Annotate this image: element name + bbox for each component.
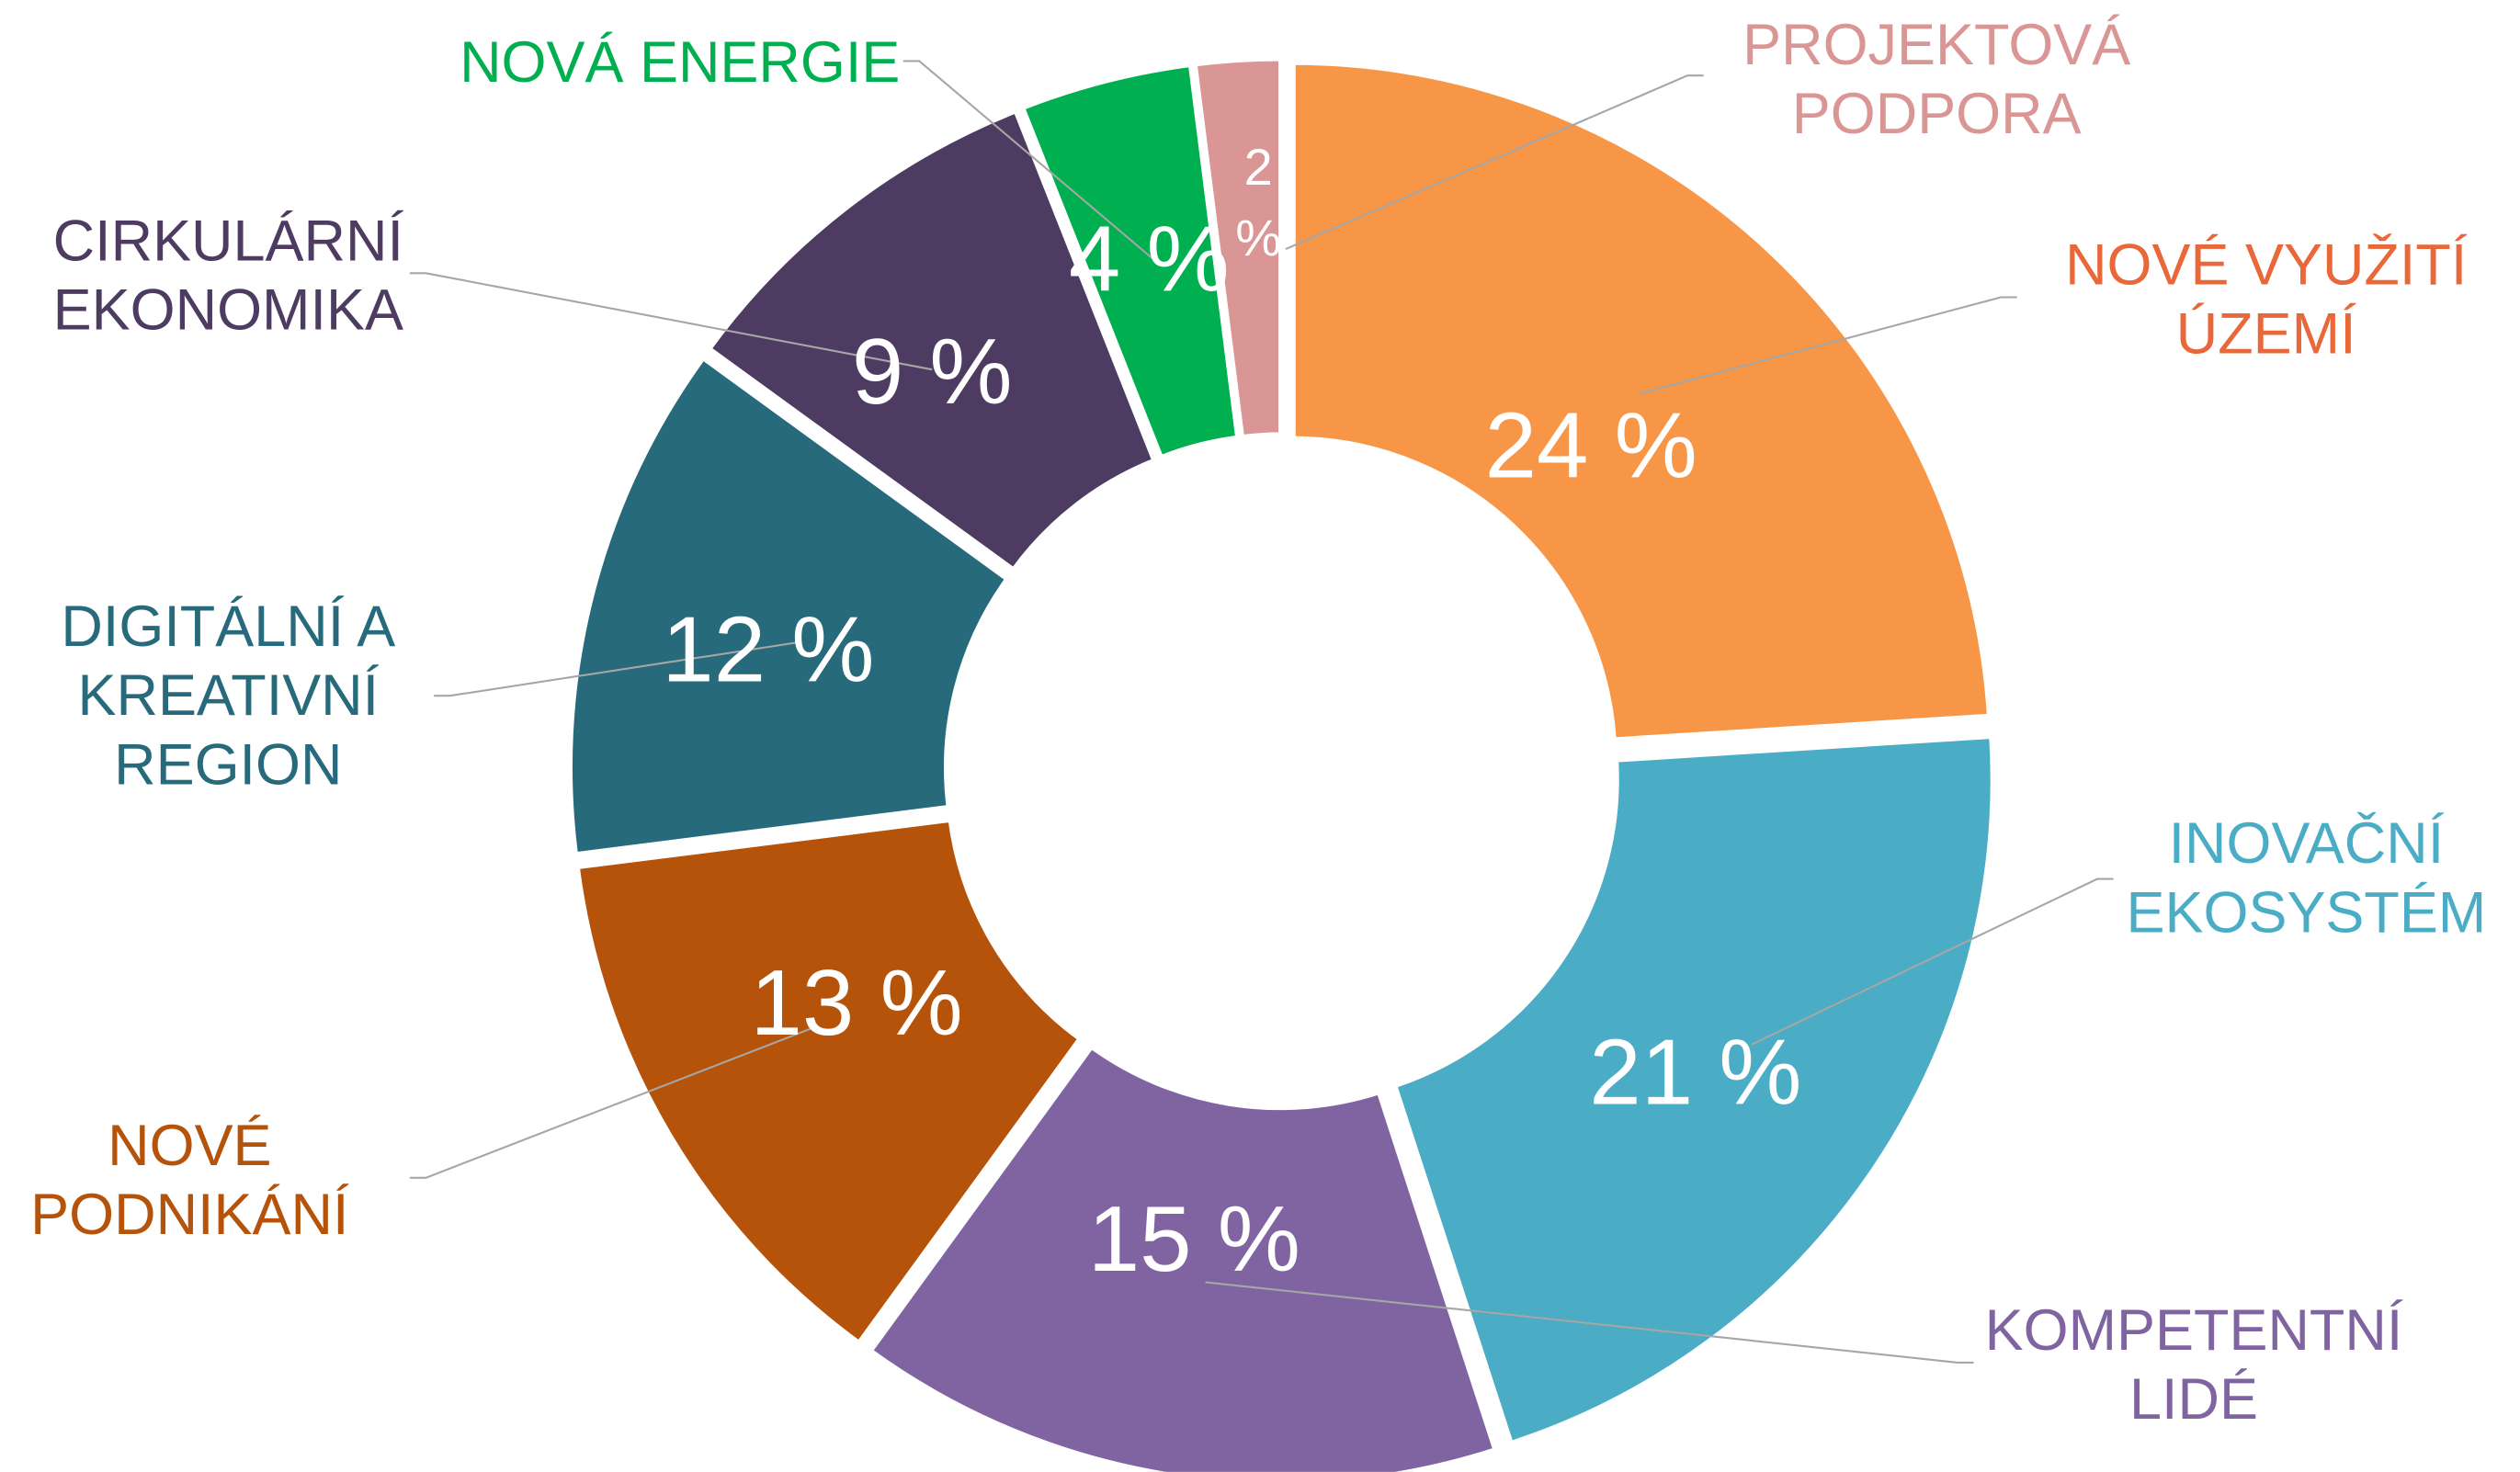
value-label: 21 % (1589, 1020, 1802, 1126)
leader-line (434, 641, 796, 697)
category-label: INOVAČNÍ EKOSYSTÉM (2126, 810, 2487, 945)
category-label: KOMPETENTNÍ LIDÉ (1984, 1296, 2403, 1432)
category-label: DIGITÁLNÍ A KREATIVNÍ REGION (61, 593, 396, 798)
leader-line (1285, 74, 1704, 251)
leader-line (409, 272, 933, 371)
value-label: 2 % (1235, 138, 1282, 267)
leader-line (1751, 878, 2114, 1046)
value-label: 15 % (1087, 1187, 1300, 1292)
category-label: NOVÉ PODNIKÁNÍ (30, 1112, 349, 1248)
value-label: 24 % (1484, 393, 1697, 499)
leader-line (409, 1027, 812, 1179)
leader-line (1205, 1281, 1974, 1364)
slice (566, 352, 1014, 859)
slice (1390, 731, 1997, 1449)
value-label: 12 % (662, 597, 875, 703)
slice (703, 106, 1160, 576)
category-label: CIRKULÁRNÍ EKONOMIKA (52, 207, 403, 343)
slice (865, 1040, 1501, 1472)
leader-line (902, 60, 1162, 266)
slice (1190, 54, 1285, 442)
value-label: 13 % (750, 951, 963, 1056)
category-label: NOVÉ VYUŽITÍ ÚZEMÍ (2065, 231, 2468, 367)
value-label: 4 % (1068, 207, 1230, 312)
category-label: NOVÁ ENERGIE (460, 28, 901, 96)
value-label: 9 % (851, 319, 1013, 425)
leader-line (1639, 296, 2017, 395)
slice (573, 815, 1086, 1349)
category-label: PROJEKTOVÁ PODPORA (1742, 11, 2131, 147)
